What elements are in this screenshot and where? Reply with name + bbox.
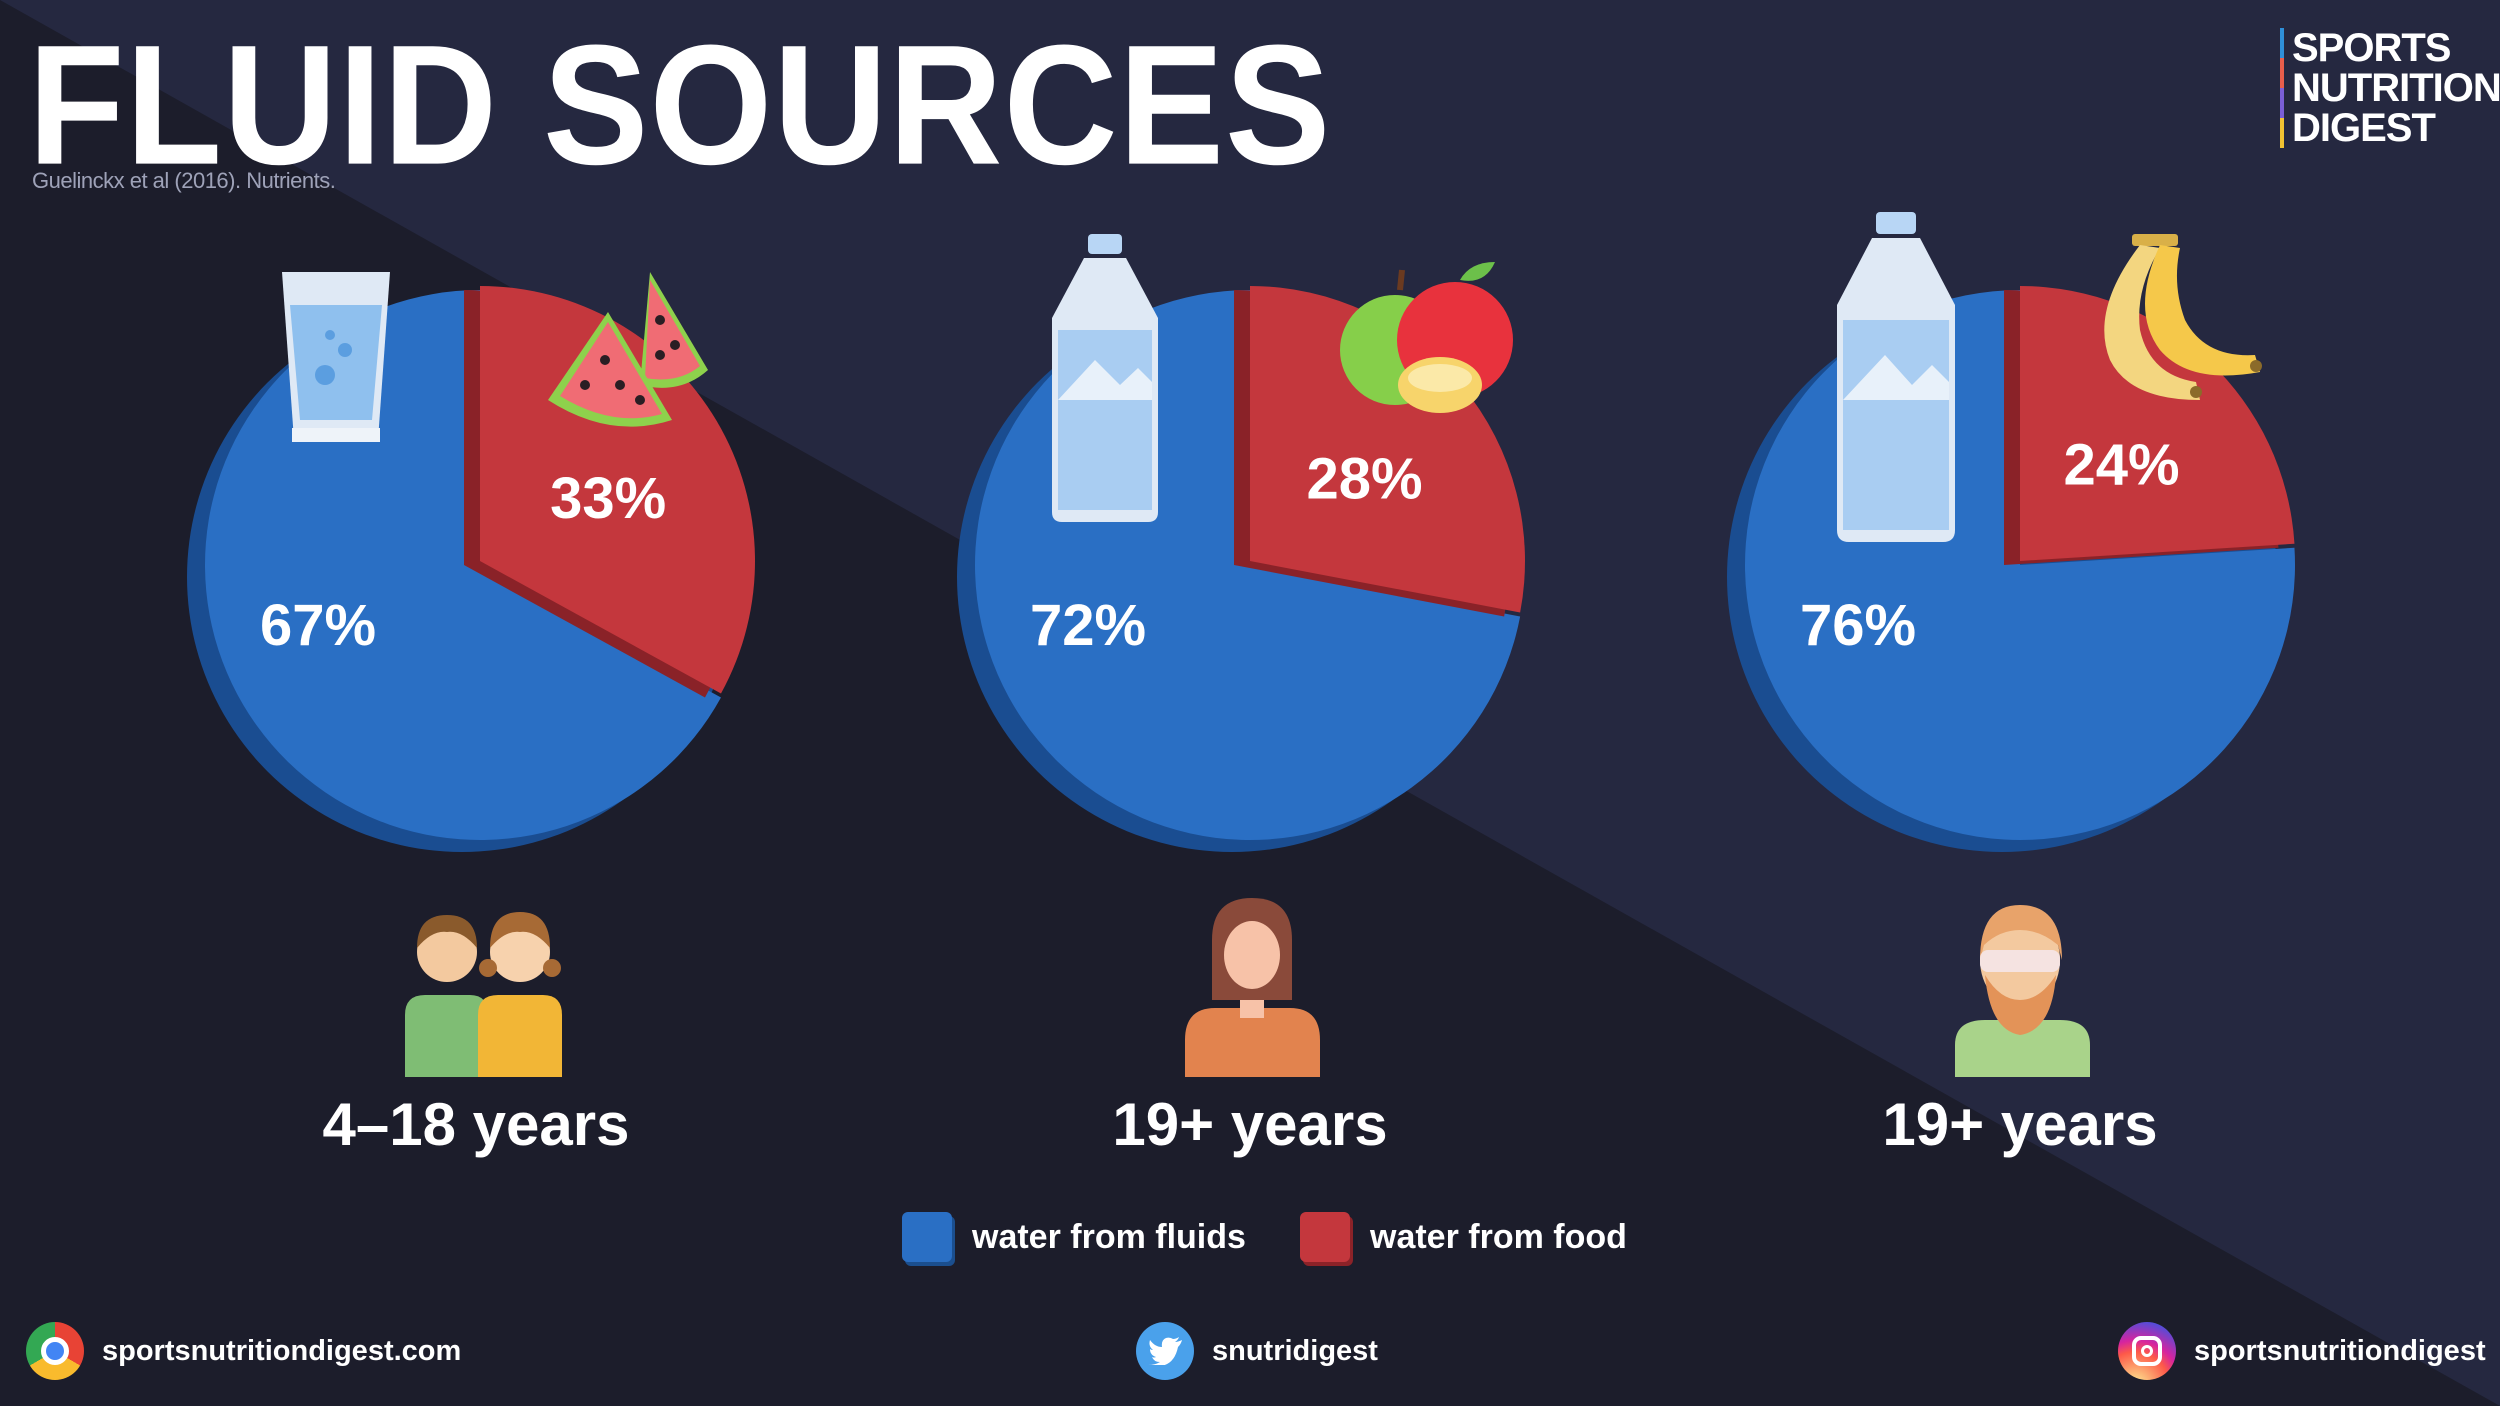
page-title: FLUID SOURCES [28, 10, 1332, 201]
legend-food: water from food [1300, 1212, 1627, 1262]
legend-swatch-fluids [902, 1212, 952, 1262]
footer-instagram[interactable]: sportsnutritiondigest [2118, 1322, 2486, 1380]
pie-slice-food [2020, 286, 2295, 561]
age-label-4-18: 4–18 years [322, 1091, 630, 1158]
brand-logo: SPORTS NUTRITION DIGEST [2280, 28, 2500, 148]
twitter-icon [1136, 1322, 1194, 1380]
pie-chart-19-plus-men: 76% 24% [1727, 286, 2295, 852]
children-icon [405, 912, 562, 1077]
pie-label-fluids: 76% [1800, 593, 1916, 658]
instagram-icon [2118, 1322, 2176, 1380]
brand-line-1: SPORTS [2292, 26, 2451, 70]
chrome-icon [26, 1322, 84, 1380]
footer-twitter[interactable]: snutridigest [1136, 1322, 1378, 1380]
age-label-19-plus-men: 19+ years [1882, 1091, 2158, 1158]
pie-label-food: 33% [550, 466, 666, 531]
water-bottle-icon [1837, 212, 1955, 542]
legend-label-fluids: water from fluids [972, 1217, 1246, 1256]
pie-label-fluids: 72% [1030, 593, 1146, 658]
brand-line-2: NUTRITION [2292, 66, 2500, 110]
legend-swatch-food [1300, 1212, 1350, 1262]
instagram-handle[interactable]: sportsnutritiondigest [2194, 1334, 2486, 1367]
woman-icon [1185, 898, 1320, 1077]
watermelon-icon [548, 272, 708, 427]
twitter-handle[interactable]: snutridigest [1212, 1334, 1378, 1367]
website-link[interactable]: sportsnutritiondigest.com [102, 1334, 462, 1367]
pie-label-food: 24% [2064, 433, 2180, 498]
pie-slice-food [480, 286, 755, 694]
water-bottle-icon [1052, 234, 1158, 522]
brand-line-3: DIGEST [2292, 106, 2436, 150]
age-label-19-plus-women: 19+ years [1112, 1091, 1388, 1158]
glass-of-water-icon [282, 272, 390, 442]
banana-icon [2104, 234, 2262, 400]
legend-fluids: water from fluids [902, 1212, 1246, 1262]
pie-label-fluids: 67% [260, 593, 376, 658]
brand-color-bar [2280, 28, 2284, 148]
apple-icon [1340, 262, 1513, 413]
source-citation: Guelinckx et al (2016). Nutrients. [32, 168, 336, 193]
legend-label-food: water from food [1370, 1217, 1627, 1256]
pie-slice-food [1250, 286, 1525, 613]
pie-label-food: 28% [1307, 447, 1423, 512]
footer-website[interactable]: sportsnutritiondigest.com [26, 1322, 461, 1380]
man-icon [1955, 905, 2090, 1077]
